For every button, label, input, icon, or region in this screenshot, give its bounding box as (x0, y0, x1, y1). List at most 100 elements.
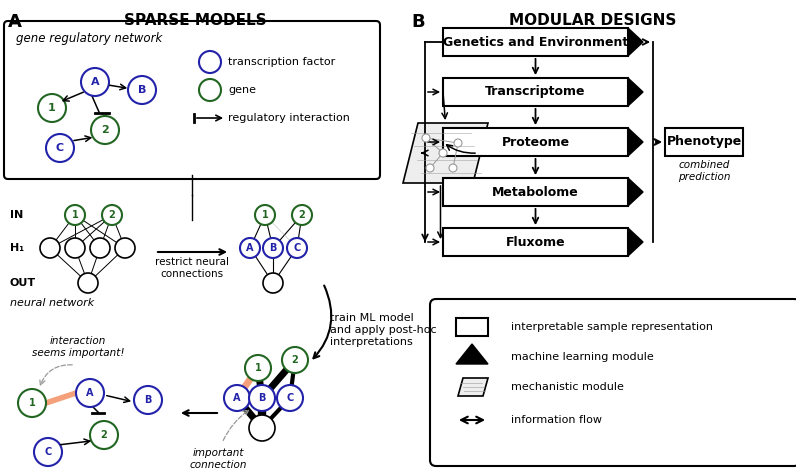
Text: 1: 1 (29, 398, 35, 408)
Text: Fluxome: Fluxome (505, 236, 565, 248)
Text: restrict neural
connections: restrict neural connections (155, 257, 229, 279)
Text: gene: gene (228, 85, 256, 95)
Text: IN: IN (10, 210, 23, 220)
FancyBboxPatch shape (443, 128, 628, 156)
Polygon shape (628, 28, 643, 56)
Polygon shape (403, 123, 488, 183)
Text: train ML model
and apply post-hoc
interpretations: train ML model and apply post-hoc interp… (330, 314, 437, 347)
Text: important
connection: important connection (189, 448, 247, 470)
Circle shape (199, 51, 221, 73)
Text: B: B (269, 243, 277, 253)
Text: Genetics and Environment: Genetics and Environment (443, 36, 628, 48)
Polygon shape (456, 344, 488, 364)
Circle shape (245, 355, 271, 381)
Circle shape (449, 164, 457, 172)
Circle shape (263, 273, 283, 293)
Text: 1: 1 (262, 210, 268, 220)
Text: A: A (246, 243, 254, 253)
Text: 2: 2 (291, 355, 298, 365)
Text: transcription factor: transcription factor (228, 57, 335, 67)
Text: information flow: information flow (511, 415, 602, 425)
Circle shape (102, 205, 122, 225)
Text: MODULAR DESIGNS: MODULAR DESIGNS (509, 13, 677, 28)
Circle shape (263, 238, 283, 258)
Circle shape (46, 134, 74, 162)
Circle shape (78, 273, 98, 293)
Circle shape (38, 94, 66, 122)
Polygon shape (628, 78, 643, 106)
Circle shape (249, 385, 275, 411)
Circle shape (255, 205, 275, 225)
Circle shape (65, 238, 85, 258)
Circle shape (282, 347, 308, 373)
Polygon shape (628, 178, 643, 206)
Text: A: A (86, 388, 94, 398)
FancyBboxPatch shape (443, 78, 628, 106)
Text: B: B (411, 13, 424, 31)
Circle shape (18, 389, 46, 417)
Circle shape (292, 205, 312, 225)
Text: C: C (287, 393, 294, 403)
Text: 2: 2 (298, 210, 306, 220)
Text: C: C (56, 143, 64, 153)
Circle shape (34, 438, 62, 466)
Text: A: A (91, 77, 100, 87)
Text: Proteome: Proteome (501, 135, 570, 149)
Text: 2: 2 (101, 125, 109, 135)
Text: A: A (233, 393, 240, 403)
Text: OUT: OUT (10, 278, 36, 288)
Text: machine learning module: machine learning module (511, 352, 654, 362)
Text: C: C (294, 243, 301, 253)
Circle shape (199, 79, 221, 101)
Circle shape (90, 238, 110, 258)
Polygon shape (628, 128, 643, 156)
Text: B: B (259, 393, 266, 403)
Text: Metabolome: Metabolome (492, 186, 579, 199)
Text: combined
prediction: combined prediction (677, 160, 730, 181)
Text: interpretable sample representation: interpretable sample representation (511, 322, 713, 332)
Text: A: A (8, 13, 21, 31)
Text: 1: 1 (72, 210, 78, 220)
Text: B: B (138, 85, 146, 95)
FancyBboxPatch shape (665, 128, 743, 156)
FancyBboxPatch shape (443, 28, 628, 56)
Text: regulatory interaction: regulatory interaction (228, 113, 350, 123)
Circle shape (76, 379, 104, 407)
Text: interaction
seems important!: interaction seems important! (32, 336, 124, 358)
Circle shape (115, 238, 135, 258)
FancyBboxPatch shape (430, 299, 796, 466)
Text: 1: 1 (48, 103, 56, 113)
Circle shape (422, 134, 430, 142)
Text: Phenotype: Phenotype (666, 135, 742, 149)
Text: Transcriptome: Transcriptome (486, 86, 586, 98)
Text: SPARSE MODELS: SPARSE MODELS (123, 13, 267, 28)
Text: gene regulatory network: gene regulatory network (16, 32, 162, 45)
Circle shape (128, 76, 156, 104)
Circle shape (249, 415, 275, 441)
Circle shape (91, 116, 119, 144)
Text: 2: 2 (100, 430, 107, 440)
Circle shape (40, 238, 60, 258)
Circle shape (81, 68, 109, 96)
Circle shape (439, 149, 447, 157)
Circle shape (65, 205, 85, 225)
Text: C: C (45, 447, 52, 457)
Circle shape (277, 385, 303, 411)
Circle shape (90, 421, 118, 449)
Polygon shape (458, 378, 488, 396)
Circle shape (454, 139, 462, 147)
Text: mechanistic module: mechanistic module (511, 382, 624, 392)
FancyBboxPatch shape (456, 318, 488, 336)
Circle shape (426, 164, 434, 172)
Circle shape (224, 385, 250, 411)
Circle shape (287, 238, 307, 258)
Text: neural network: neural network (10, 298, 94, 308)
Text: 1: 1 (255, 363, 261, 373)
Circle shape (134, 386, 162, 414)
FancyBboxPatch shape (443, 178, 628, 206)
Circle shape (240, 238, 260, 258)
Text: B: B (144, 395, 152, 405)
FancyBboxPatch shape (443, 228, 628, 256)
Text: 2: 2 (108, 210, 115, 220)
Text: H₁: H₁ (10, 243, 24, 253)
